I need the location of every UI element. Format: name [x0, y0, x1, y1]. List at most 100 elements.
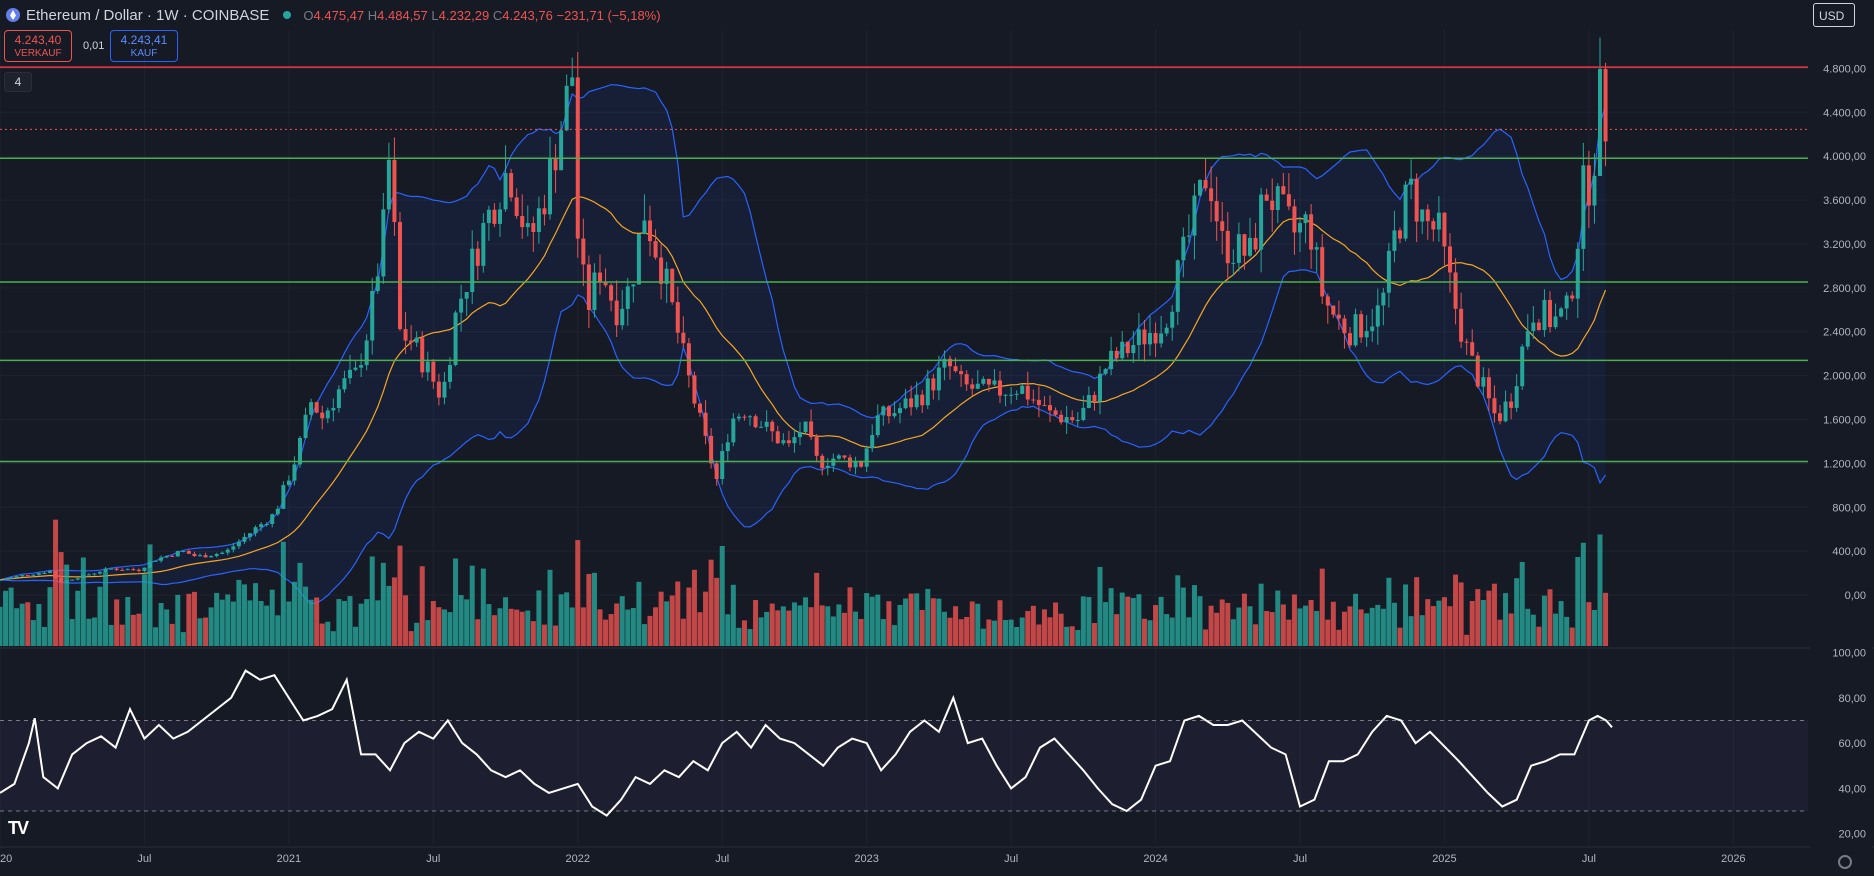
volume-bar [1286, 619, 1292, 646]
candle [1231, 262, 1236, 264]
volume-bar [430, 601, 436, 646]
volume-bar [297, 562, 303, 646]
candle [748, 416, 752, 418]
volume-bar [936, 598, 942, 646]
volume-bar [1369, 607, 1375, 646]
volume-bar [1453, 574, 1459, 646]
candle [870, 435, 875, 449]
candle [1364, 331, 1369, 338]
volume-bar [1130, 597, 1136, 646]
candle [186, 550, 191, 554]
rsi-tick-label: 40,00 [1838, 783, 1866, 795]
candle [1509, 401, 1514, 408]
symbol-header[interactable]: Ethereum / Dollar · 1W · COINBASE O4.475… [6, 4, 661, 26]
bollinger-upper [0, 84, 1607, 581]
volume-bar [1386, 577, 1392, 646]
volume-bar [836, 604, 842, 646]
candle [825, 465, 830, 469]
candle [864, 448, 869, 467]
y-tick-label: 1.600,00 [1823, 415, 1866, 427]
candle [1414, 178, 1419, 222]
candle [1520, 346, 1525, 387]
rsi-tick-label: 60,00 [1838, 738, 1866, 750]
volume-bar [303, 586, 309, 646]
volume-bar [1347, 606, 1353, 646]
x-tick-label: Jul [1293, 853, 1307, 865]
volume-bar [1197, 596, 1203, 646]
candle [1220, 221, 1225, 231]
candle [781, 440, 786, 444]
candle [1331, 305, 1336, 315]
volume-bar [369, 556, 375, 646]
volume-bar [258, 600, 264, 646]
volume-bar [397, 545, 403, 646]
volume-bar [1397, 627, 1403, 646]
candle [1292, 206, 1297, 233]
candle [331, 408, 336, 411]
candle [1314, 247, 1319, 250]
volume-bar [525, 610, 531, 646]
volume-bar [319, 623, 325, 646]
buy-button[interactable]: 4.243,41 KAUF [110, 30, 178, 62]
candle [381, 209, 386, 277]
volume-bar [1297, 608, 1303, 646]
candle [1142, 329, 1147, 345]
candle [725, 442, 730, 452]
candle [692, 375, 697, 404]
volume-bar [153, 627, 159, 646]
volume-bar [197, 618, 203, 646]
candle [1003, 394, 1008, 396]
volume-bar [514, 609, 520, 646]
volume-bar [691, 569, 697, 646]
volume-bar [253, 583, 259, 646]
candle [1381, 292, 1386, 306]
volume-bar [1169, 617, 1175, 646]
candle [1114, 350, 1119, 359]
volume-bar [1364, 613, 1370, 646]
volume-bar [1419, 615, 1425, 646]
candle [1553, 316, 1558, 328]
candle [1153, 333, 1158, 344]
volume-bar [1253, 624, 1259, 646]
indicators-toggle[interactable]: 4 [4, 72, 32, 92]
volume-bar [203, 617, 209, 646]
candle [1564, 295, 1569, 309]
candle [1420, 209, 1425, 222]
candle [86, 574, 91, 576]
x-tick-label: 2025 [1432, 853, 1456, 865]
candle [1325, 296, 1330, 306]
volume-bar [1564, 616, 1570, 646]
candle [559, 130, 564, 171]
spread: 0,01 [83, 40, 105, 52]
ethereum-icon [6, 8, 20, 22]
candle [1464, 341, 1469, 343]
candle [648, 220, 652, 242]
volume-bar [986, 619, 992, 646]
volume-bar [758, 617, 764, 646]
x-tick-label: 2022 [566, 853, 590, 865]
volume-bar [1503, 593, 1509, 646]
gear-icon[interactable] [1838, 855, 1852, 869]
candle [1359, 314, 1364, 338]
candle [1031, 399, 1036, 401]
volume-bar [1480, 599, 1486, 646]
candle [759, 426, 764, 428]
sell-label: VERKAUF [14, 48, 62, 59]
sell-button[interactable]: 4.243,40 VERKAUF [4, 30, 72, 62]
volume-bar [636, 581, 642, 646]
candle [764, 421, 769, 427]
volume-bar [425, 620, 431, 646]
volume-bar [814, 572, 820, 646]
candle [892, 413, 897, 417]
volume-bar [275, 615, 281, 646]
volume-bar [1391, 602, 1397, 646]
volume-bar [925, 588, 931, 646]
volume-bar [797, 605, 803, 646]
candle [1214, 201, 1219, 222]
volume-bar [1353, 593, 1359, 646]
volume-bar [969, 601, 975, 646]
volume-bar [41, 626, 47, 646]
currency-select[interactable]: USD [1813, 3, 1855, 27]
volume-bar [75, 590, 81, 646]
